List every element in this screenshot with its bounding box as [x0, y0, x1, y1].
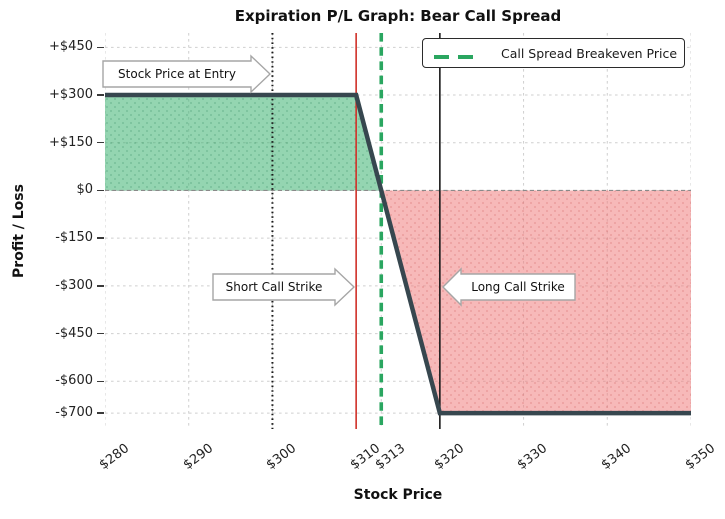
chart-title: Expiration P/L Graph: Bear Call Spread	[234, 7, 562, 25]
y-tick-label: +$300	[49, 87, 93, 103]
y-tick-label: $0	[76, 182, 93, 198]
annotation-arrow-shape	[102, 54, 272, 94]
annotation-arrow-shape	[212, 267, 356, 307]
x-tick-label: $290	[180, 441, 216, 473]
pl-line	[105, 92, 691, 416]
y-tick-mark	[97, 237, 104, 239]
y-tick-label: +$150	[49, 134, 93, 150]
y-tick-label: +$450	[49, 39, 93, 55]
y-tick-label: -$450	[55, 325, 93, 341]
x-axis-title: Stock Price	[353, 487, 443, 503]
x-tick-label: $320	[431, 441, 467, 473]
legend: Call Spread Breakeven Price	[422, 38, 685, 68]
annotation-stock-price-at-entry: Stock Price at Entry	[102, 54, 272, 94]
y-tick-mark	[97, 141, 104, 144]
y-tick-label: -$600	[55, 373, 93, 389]
annotation-label: Short Call Strike	[226, 280, 323, 294]
profit-region-hatch	[105, 95, 382, 191]
loss-region-hatch	[381, 190, 691, 414]
annotation-label: Long Call Strike	[471, 280, 565, 294]
y-tick-label: -$700	[55, 405, 93, 421]
y-tick-mark	[97, 189, 104, 192]
y-tick-mark	[97, 380, 104, 383]
plot-svg	[105, 33, 691, 429]
y-tick-label: -$300	[55, 277, 93, 293]
plot-area	[105, 33, 691, 429]
y-tick-mark	[97, 94, 104, 96]
y-tick-mark	[97, 46, 104, 49]
annotation-label: Stock Price at Entry	[118, 67, 236, 81]
y-tick-mark	[97, 412, 104, 414]
x-tick-label: $300	[264, 441, 300, 473]
x-tick-label: $330	[515, 441, 551, 473]
y-tick-mark	[97, 332, 104, 335]
annotation-arrow-shape	[441, 267, 576, 307]
x-tick-label: $340	[598, 441, 635, 473]
annotation-long-call-strike: Long Call Strike	[441, 267, 576, 307]
y-tick-label: -$150	[55, 230, 93, 246]
x-tick-label: $350	[682, 441, 719, 473]
annotation-short-call-strike: Short Call Strike	[212, 267, 356, 307]
legend-label: Call Spread Breakeven Price	[501, 45, 678, 61]
x-tick-label: $280	[96, 441, 133, 473]
y-tick-mark	[97, 285, 104, 287]
legend-dashed-line-icon	[434, 44, 473, 63]
